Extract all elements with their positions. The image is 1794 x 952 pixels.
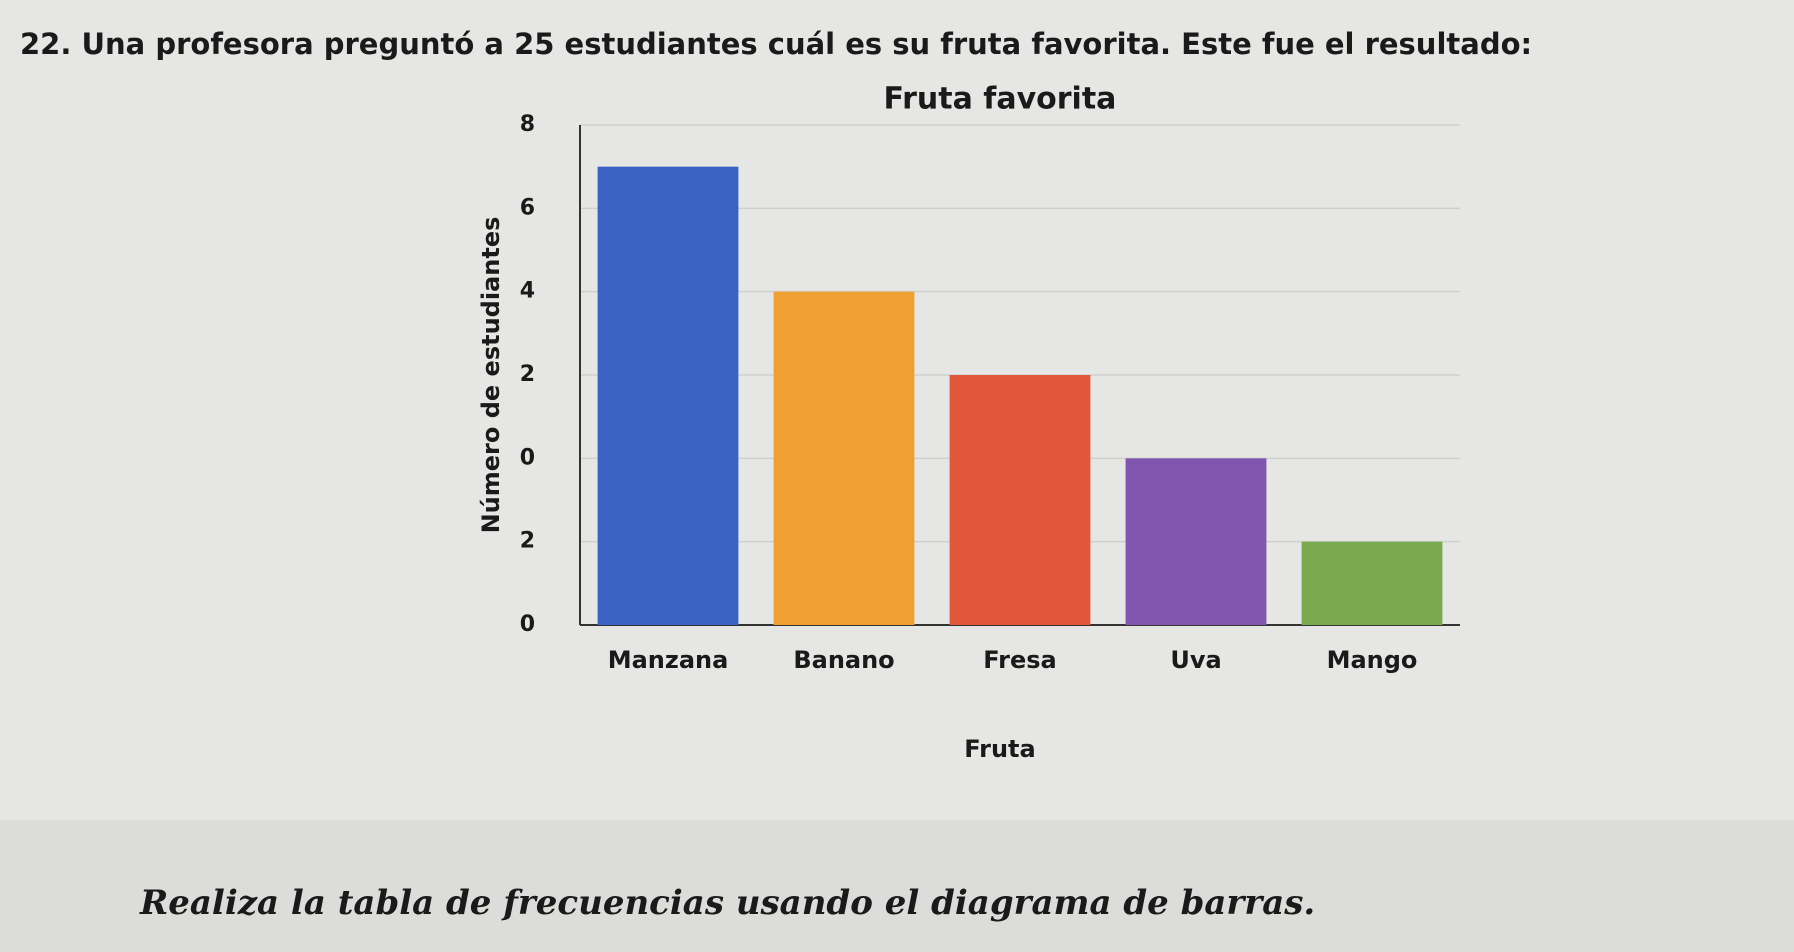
- x-tick-label: Fresa: [983, 646, 1056, 674]
- bar: [949, 375, 1091, 625]
- x-tick-label: Uva: [1170, 646, 1221, 674]
- bar: [1125, 458, 1267, 625]
- y-tick-label: 2: [520, 529, 535, 554]
- paper-lower: [0, 820, 1794, 952]
- y-axis-label: Número de estudiantes: [477, 217, 505, 534]
- x-tick-label: Banano: [793, 646, 894, 674]
- y-tick-label: 0: [520, 612, 535, 637]
- chart-title: Fruta favorita: [884, 82, 1117, 117]
- x-axis-label: Fruta: [964, 735, 1035, 763]
- y-tick-label: 0: [520, 445, 535, 470]
- y-tick-label: 2: [520, 362, 535, 387]
- bar: [773, 291, 915, 625]
- instruction: Realiza la tabla de frecuencias usando e…: [139, 883, 1315, 923]
- y-tick-label: 6: [520, 195, 535, 220]
- bar: [597, 166, 739, 625]
- y-tick-label: 4: [520, 279, 535, 304]
- bar: [1301, 541, 1443, 625]
- x-tick-label: Mango: [1327, 646, 1418, 674]
- y-tick-label: 8: [520, 112, 535, 137]
- question: 22. Una profesora preguntó a 25 estudian…: [20, 27, 1532, 61]
- x-tick-label: Manzana: [608, 646, 729, 674]
